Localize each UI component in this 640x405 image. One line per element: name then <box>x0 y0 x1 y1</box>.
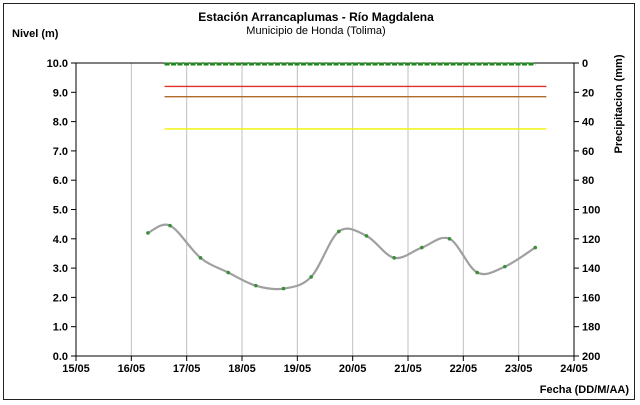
y2-tick-label: 200 <box>582 351 600 363</box>
y2-tick-label: 20 <box>582 87 594 99</box>
level-series-line <box>147 223 536 291</box>
x-tick-label: 16/05 <box>118 363 146 375</box>
y-tick-label: 7.0 <box>53 146 68 158</box>
y-tick-label: 4.0 <box>53 234 68 246</box>
level-data-point <box>337 229 341 234</box>
x-tick-label: 20/05 <box>339 363 367 375</box>
level-data-point <box>198 256 203 260</box>
x-tick-label: 19/05 <box>284 363 312 375</box>
y-tick-label: 8.0 <box>53 117 68 129</box>
chart-title: Estación Arrancaplumas - Río Magdalena <box>198 10 434 24</box>
y-tick-label: 10.0 <box>47 58 68 70</box>
x-axis-label: Fecha (DD/M/AA) <box>540 384 630 396</box>
level-data-point <box>309 275 313 279</box>
x-tick-label: 21/05 <box>394 363 422 375</box>
level-data-point <box>475 270 479 275</box>
level-data-point <box>533 245 538 250</box>
y-tick-label: 1.0 <box>53 322 68 334</box>
level-data-point <box>364 234 369 238</box>
y-axis-label-right: Precipitacion (mm) <box>613 54 625 153</box>
plot-border <box>75 62 575 357</box>
x-tick-label: 22/05 <box>450 363 478 375</box>
y2-tick-label: 100 <box>582 205 600 217</box>
x-tick-label: 17/05 <box>173 363 201 375</box>
level-data-point <box>420 245 424 250</box>
level-data-point <box>503 264 507 269</box>
level-data-point <box>281 286 286 291</box>
x-tick-label: 23/05 <box>505 363 533 375</box>
level-data-point <box>146 231 150 235</box>
level-data-point <box>254 283 258 288</box>
y-tick-label: 5.0 <box>53 205 68 217</box>
y2-tick-label: 180 <box>582 322 600 334</box>
plot-area: 0.0 1.0 2.0 3.0 4.0 5.0 6.0 7.0 8.0 9.0 10.0 0 20 40 6… <box>47 58 601 375</box>
y2-tick-label: 0 <box>582 58 588 70</box>
level-data-point <box>168 223 172 228</box>
chart-svg: Estación Arrancaplumas - Río Magdalena M… <box>12 10 630 396</box>
y-tick-label: 9.0 <box>53 87 68 99</box>
chart-frame: Estación Arrancaplumas - Río Magdalena M… <box>3 3 635 400</box>
level-data-point <box>392 256 396 260</box>
level-data-point <box>447 237 452 241</box>
x-tick-label: 15/05 <box>62 363 90 375</box>
x-tick-label: 18/05 <box>228 363 256 375</box>
y2-tick-label: 140 <box>582 263 600 275</box>
y-axis-label-left: Nivel (m) <box>12 28 59 40</box>
y-tick-label: 2.0 <box>53 292 68 304</box>
y-tick-label: 6.0 <box>53 175 68 187</box>
y2-tick-label: 40 <box>582 117 594 129</box>
y2-tick-label: 60 <box>582 146 594 158</box>
y-tick-label: 0.0 <box>53 351 68 363</box>
y2-tick-label: 120 <box>582 234 600 246</box>
y2-tick-label: 80 <box>582 175 594 187</box>
x-tick-label: 24/05 <box>560 363 588 375</box>
chart-subtitle: Municipio de Honda (Tolima) <box>246 25 385 37</box>
y-tick-label: 3.0 <box>53 263 68 275</box>
y2-tick-label: 160 <box>582 292 600 304</box>
level-data-point <box>226 270 230 275</box>
